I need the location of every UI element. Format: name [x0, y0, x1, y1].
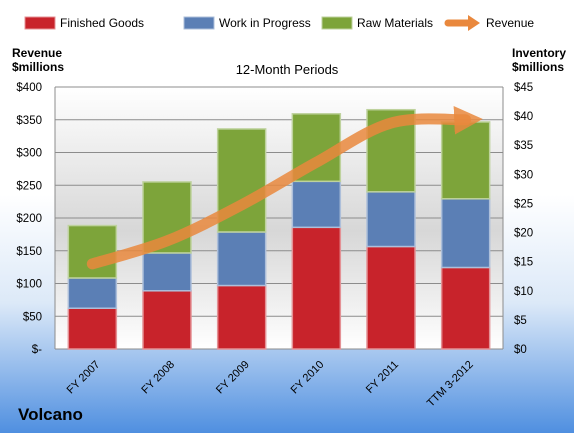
right-tick-label: $20 [514, 228, 533, 240]
x-tick-label: FY 2007 [65, 359, 103, 397]
right-tick-label: $40 [514, 111, 533, 123]
left-tick-label: $50 [23, 311, 42, 323]
left-tick-label: $150 [16, 246, 42, 258]
right-tick-label: $0 [514, 344, 527, 356]
bar-segment [366, 191, 416, 248]
legend-swatch [183, 16, 215, 30]
bar-segment [366, 245, 416, 350]
bar-segment [67, 224, 118, 279]
right-axis-title-line2: $millions [512, 60, 565, 74]
bar-segment [67, 277, 118, 309]
chart-subtitle: 12-Month Periods [235, 62, 339, 77]
left-tick-label: $- [32, 344, 42, 356]
left-tick-label: $300 [16, 148, 42, 160]
x-tick-label: FY 2008 [139, 359, 177, 397]
right-axis-title: Inventory $millions [512, 46, 566, 74]
right-tick-label: $15 [514, 257, 533, 269]
left-axis-ticks: $- $50 $100 $150 $200 $250 $300 $350 $400 [16, 82, 42, 356]
right-tick-label: $45 [514, 82, 533, 94]
right-tick-label: $25 [514, 198, 533, 210]
right-axis-title-line1: Inventory [512, 46, 567, 60]
left-tick-label: $350 [16, 115, 42, 127]
x-tick-label: FY 2011 [364, 359, 401, 396]
brand-name: Volcano [18, 405, 83, 424]
right-tick-label: $10 [514, 286, 533, 298]
right-axis-ticks: $0 $5 $10 $15 $20 $25 $30 $35 $40 $45 [514, 82, 533, 356]
x-tick-label: TTM 3-2012 [425, 359, 476, 410]
revenue-line [86, 105, 483, 270]
legend-swatch [321, 16, 353, 30]
bar-segment [440, 121, 491, 200]
x-tick-label: FY 2010 [289, 359, 327, 397]
left-axis-title-line2: $millions [12, 60, 65, 74]
left-tick-label: $250 [16, 180, 42, 192]
bar-segment [291, 180, 342, 229]
right-tick-label: $5 [514, 315, 527, 327]
bar-segment [67, 307, 118, 350]
bar-segment [142, 252, 192, 292]
legend-swatch [24, 16, 56, 30]
grid-lines [54, 86, 504, 350]
left-tick-label: $400 [16, 82, 42, 94]
legend-label: Work in Progress [219, 16, 311, 30]
bar-segment [440, 198, 491, 269]
right-tick-label: $30 [514, 169, 533, 181]
legend-label: Finished Goods [60, 16, 144, 30]
legend-swatch-arrow [468, 15, 480, 31]
left-axis-title: Revenue $millions [12, 46, 64, 74]
x-tick-label: FY 2009 [214, 359, 252, 397]
legend-label: Raw Materials [357, 16, 433, 30]
legend-label: Revenue [486, 16, 534, 30]
left-axis-title-line1: Revenue [12, 46, 63, 60]
left-tick-label: $100 [16, 279, 42, 291]
right-tick-label: $35 [514, 140, 533, 152]
bar-segment [216, 284, 267, 350]
left-tick-label: $200 [16, 213, 42, 225]
x-axis-ticks: FY 2007 FY 2008 FY 2009 FY 2010 FY 2011 TTM 3… [65, 359, 476, 410]
bar-segment [440, 266, 491, 350]
legend: Finished Goods Work in Progress Raw Materi… [24, 15, 534, 31]
bar-segment [142, 290, 192, 350]
bar-segment [291, 226, 342, 350]
bar-segment [216, 231, 267, 287]
revenue-series-line [86, 105, 483, 270]
